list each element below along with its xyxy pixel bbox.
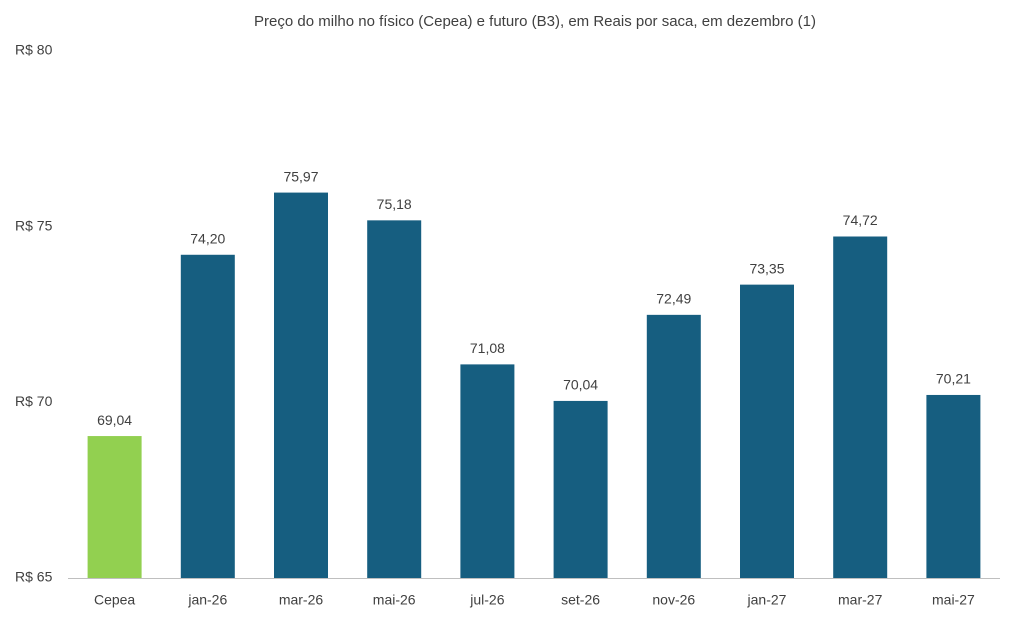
bar	[460, 364, 515, 578]
bar	[646, 314, 701, 578]
value-label: 75,97	[283, 168, 318, 184]
bar	[367, 220, 422, 579]
chart-title: Preço do milho no físico (Cepea) e futur…	[254, 13, 816, 30]
bar	[274, 192, 328, 578]
value-label: 71,08	[470, 340, 505, 356]
x-tick-label: jan-26	[187, 592, 227, 608]
y-tick-label: R$ 65	[15, 569, 53, 585]
bar	[553, 400, 608, 578]
y-tick-label: R$ 80	[15, 42, 53, 58]
x-tick-label: jul-26	[469, 592, 504, 608]
value-label: 74,72	[843, 212, 878, 228]
x-tick-label: Cepea	[94, 592, 135, 608]
value-label: 69,04	[97, 412, 132, 428]
x-tick-label: set-26	[561, 592, 600, 608]
y-tick-label: R$ 70	[15, 393, 53, 409]
x-tick-label: mar-26	[279, 592, 324, 608]
bar	[87, 436, 142, 578]
value-label: 75,18	[377, 196, 412, 212]
value-label: 73,35	[749, 260, 784, 276]
bar	[833, 236, 888, 578]
value-label: 74,20	[190, 230, 225, 246]
x-tick-label: mai-26	[373, 592, 416, 608]
bar	[740, 284, 794, 578]
bar	[180, 254, 235, 579]
x-tick-label: mai-27	[932, 592, 975, 608]
value-label: 70,21	[936, 371, 971, 387]
value-label: 70,04	[563, 377, 598, 393]
y-tick-label: R$ 75	[15, 217, 53, 233]
x-tick-label: mar-27	[838, 592, 883, 608]
x-tick-label: nov-26	[652, 592, 695, 608]
value-label: 72,49	[656, 291, 691, 307]
bar	[926, 394, 981, 578]
x-tick-label: jan-27	[747, 592, 787, 608]
